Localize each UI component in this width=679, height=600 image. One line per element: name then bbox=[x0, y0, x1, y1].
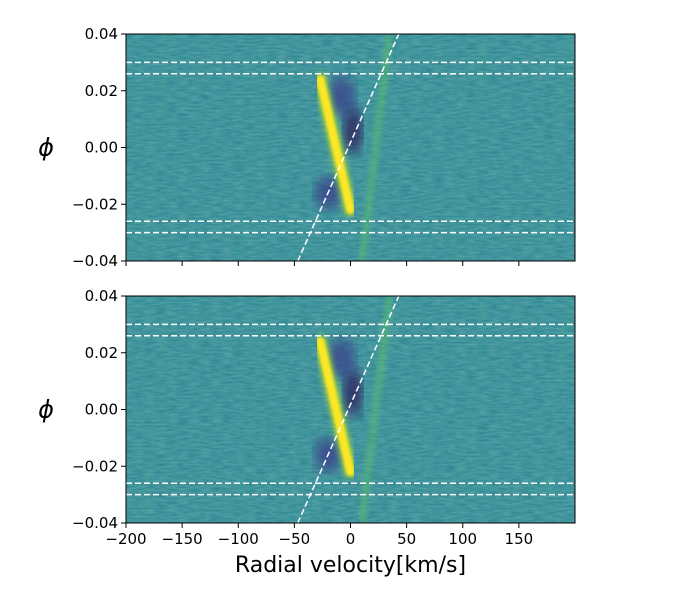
streak bbox=[140, 34, 173, 261]
dark-wing-upper bbox=[327, 338, 356, 379]
streak bbox=[539, 34, 572, 261]
y-tick-label: −0.04 bbox=[72, 252, 118, 270]
signal-trail-layer bbox=[314, 73, 357, 216]
dark-absorption bbox=[315, 338, 362, 472]
top-panel: 0.04 0.02 0.00 −0.02 −0.04 ϕ bbox=[38, 25, 576, 270]
x-tick-label: −200 bbox=[105, 530, 146, 548]
x-tick-label: 100 bbox=[448, 530, 477, 548]
y-tick-label: 0.02 bbox=[85, 344, 118, 362]
dashed-phase-lines bbox=[126, 323, 575, 496]
diagonal-line bbox=[297, 34, 400, 261]
y-tick-label: 0.04 bbox=[85, 25, 118, 43]
streak bbox=[358, 296, 393, 523]
y-tick-label: −0.02 bbox=[72, 457, 118, 475]
streak bbox=[358, 34, 393, 261]
y-tick-label: −0.02 bbox=[72, 195, 118, 213]
bottom-panel: 0.04 0.02 0.00 −0.02 −0.04 −200 −150 −100 −50 0 5… bbox=[38, 287, 576, 578]
faint-streaks bbox=[140, 296, 572, 523]
x-tick-label: −100 bbox=[218, 530, 259, 548]
streak bbox=[455, 34, 488, 261]
x-tick-label: −50 bbox=[279, 530, 311, 548]
x-tick-label: 0 bbox=[346, 530, 356, 548]
x-tick-label: 50 bbox=[397, 530, 416, 548]
y-axis-label: ϕ bbox=[38, 396, 54, 424]
y-axis: 0.04 0.02 0.00 −0.02 −0.04 bbox=[72, 25, 126, 270]
y-axis: 0.04 0.02 0.00 −0.02 −0.04 bbox=[72, 287, 126, 532]
signal-trail bbox=[316, 75, 355, 214]
signal-trail-layer bbox=[314, 335, 357, 478]
x-tick-label: −150 bbox=[162, 530, 203, 548]
faint-streaks bbox=[140, 34, 572, 261]
heatmap-image bbox=[126, 34, 575, 261]
y-tick-label: 0.00 bbox=[85, 139, 118, 157]
y-axis-label: ϕ bbox=[38, 134, 54, 162]
streak bbox=[539, 296, 572, 523]
dark-wing-upper bbox=[327, 76, 356, 117]
x-tick-label: 150 bbox=[505, 530, 534, 548]
y-tick-label: 0.02 bbox=[85, 82, 118, 100]
streak bbox=[236, 296, 269, 523]
y-tick-label: 0.04 bbox=[85, 287, 118, 305]
x-axis bbox=[125, 261, 520, 266]
dark-core bbox=[343, 106, 362, 155]
y-tick-label: −0.04 bbox=[72, 514, 118, 532]
dark-absorption bbox=[315, 76, 362, 210]
y-tick-label: 0.00 bbox=[85, 401, 118, 419]
dashed-phase-lines bbox=[126, 61, 575, 234]
diagonal-line bbox=[297, 296, 400, 523]
heatmap-image bbox=[126, 296, 575, 523]
streak bbox=[455, 296, 488, 523]
dark-core bbox=[343, 368, 362, 417]
signal-trail bbox=[316, 337, 355, 476]
diagonal-dashed-line bbox=[297, 296, 400, 523]
streak bbox=[236, 34, 269, 261]
x-axis-label: Radial velocity[km/s] bbox=[235, 553, 466, 578]
streak bbox=[140, 296, 173, 523]
diagonal-dashed-line bbox=[297, 34, 400, 261]
x-axis: −200 −150 −100 −50 0 50 100 150 bbox=[105, 523, 533, 548]
